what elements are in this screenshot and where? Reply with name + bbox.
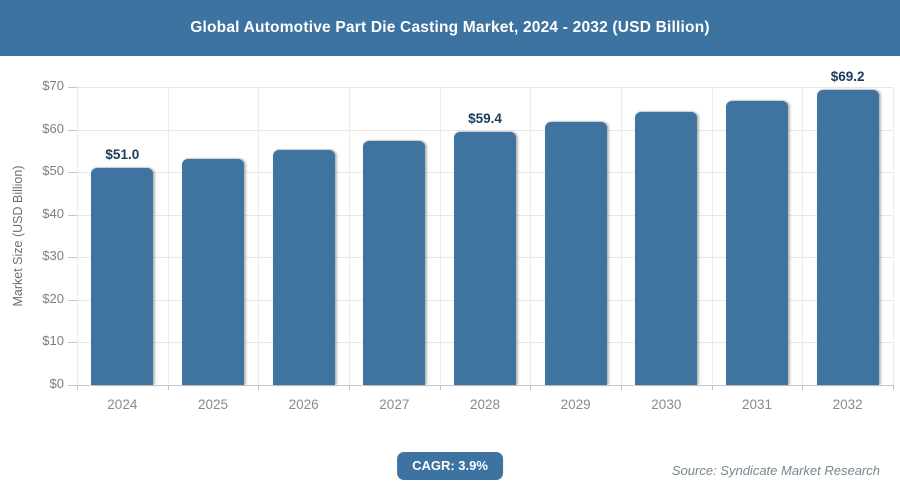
- x-axis-label: 2031: [741, 397, 773, 412]
- bar-2030: [635, 112, 698, 385]
- y-tick-mark: [68, 385, 77, 386]
- y-tick-label: $50: [42, 163, 64, 179]
- y-tick-label: $10: [42, 333, 64, 349]
- x-tick-mark: [439, 385, 441, 390]
- x-axis-label: 2025: [197, 397, 229, 412]
- chart-title-bar: Global Automotive Part Die Casting Marke…: [0, 0, 900, 56]
- x-tick-mark: [802, 385, 804, 390]
- v-gridline: [621, 87, 622, 385]
- x-axis-label: 2026: [288, 397, 319, 412]
- x-axis-label: 2030: [651, 397, 682, 412]
- bar-value-label: $51.0: [105, 146, 140, 162]
- x-axis-label: 2032: [832, 397, 863, 412]
- x-tick-mark: [349, 385, 350, 390]
- x-tick-mark: [530, 385, 532, 390]
- bar-2025: [182, 159, 244, 385]
- v-gridline: [258, 87, 260, 385]
- y-axis-title: Market Size (USD Billion): [11, 165, 25, 307]
- y-tick-mark: [68, 172, 77, 174]
- v-gridline: [349, 87, 350, 385]
- y-tick-label: $70: [42, 78, 64, 93]
- x-tick-mark: [258, 385, 260, 390]
- bar-2026: [272, 150, 335, 385]
- h-gridline: [77, 87, 893, 88]
- y-tick-mark: [68, 342, 77, 344]
- v-gridline: [893, 87, 894, 385]
- v-gridline: [802, 87, 804, 385]
- bar-2028: [454, 132, 516, 385]
- x-tick-mark: [893, 385, 894, 390]
- source-text: Source: Syndicate Market Research: [671, 463, 880, 478]
- bar-value-label: $69.2: [830, 69, 865, 85]
- v-gridline: [530, 87, 532, 385]
- x-axis-label: 2027: [379, 397, 410, 412]
- y-tick-mark: [68, 299, 77, 301]
- y-tick-mark: [68, 214, 77, 216]
- h-gridline: [77, 385, 893, 386]
- bar-2029: [544, 122, 607, 385]
- bar-value-label: $59.4: [468, 111, 502, 127]
- x-tick-mark: [167, 385, 169, 390]
- y-tick-label: $20: [42, 290, 64, 306]
- y-tick-mark: [68, 87, 77, 88]
- x-axis-label: 2028: [469, 397, 501, 412]
- bar-2031: [726, 101, 788, 385]
- v-gridline: [711, 87, 713, 385]
- bar-2032: [816, 90, 879, 385]
- y-tick-mark: [68, 129, 77, 131]
- cagr-label: CAGR: 3.9%: [412, 458, 488, 473]
- chart-title: Global Automotive Part Die Casting Marke…: [190, 19, 710, 36]
- y-tick-label: $40: [42, 205, 64, 221]
- x-tick-mark: [621, 385, 622, 390]
- v-gridline: [439, 87, 441, 385]
- x-tick-mark: [77, 385, 78, 390]
- y-tick-mark: [68, 257, 77, 259]
- v-gridline: [77, 87, 78, 385]
- y-tick-label: $0: [49, 376, 64, 391]
- x-tick-mark: [711, 385, 713, 390]
- x-axis-label: 2024: [107, 397, 138, 412]
- bar-2024: [91, 167, 154, 385]
- v-gridline: [167, 87, 169, 385]
- h-gridline: [77, 129, 893, 131]
- y-tick-label: $30: [42, 248, 64, 264]
- x-axis-label: 2029: [560, 397, 591, 412]
- cagr-badge: CAGR: 3.9%: [397, 452, 503, 480]
- y-tick-label: $60: [42, 120, 64, 136]
- bar-2027: [363, 141, 426, 385]
